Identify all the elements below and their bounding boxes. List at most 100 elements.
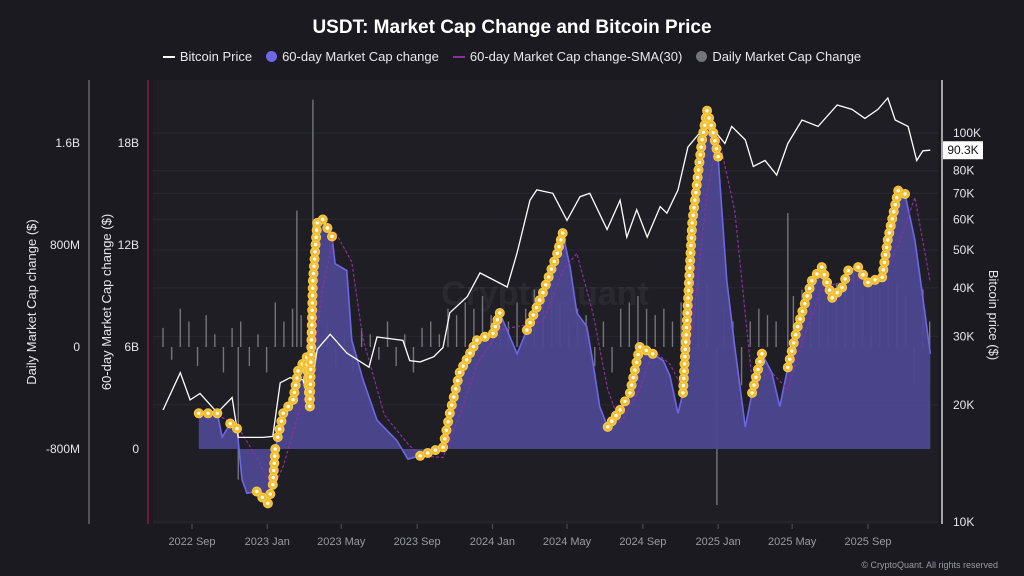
highlight-dot-center (271, 483, 275, 487)
x-axis-tick: 2023 May (317, 536, 366, 548)
highlight-dot-center (803, 301, 807, 306)
highlight-dot-center (215, 411, 219, 415)
highlight-dot-center (273, 454, 277, 458)
highlight-dot-center (684, 325, 689, 330)
highlight-dot-center (276, 435, 280, 439)
highlight-dot-center (633, 368, 637, 372)
highlight-dot-center (457, 370, 462, 375)
daily-change-bar (248, 347, 251, 367)
daily-change-bar (473, 308, 475, 347)
highlight-dot-center (700, 137, 704, 142)
highlight-dot-center (714, 146, 719, 151)
highlight-dot-center (903, 192, 907, 196)
btc-axis-tick: 50K (953, 243, 974, 257)
highlight-dot-center (861, 273, 865, 277)
highlight-dot-center (272, 461, 276, 465)
highlight-dot-center (418, 454, 422, 458)
chart-title: USDT: Market Cap Change and Bitcoin Pric… (312, 17, 712, 38)
highlight-dot-center (820, 265, 824, 269)
daily-change-bar (758, 308, 760, 347)
legend-item-60d-change[interactable]: 60-day Market Cap change (266, 49, 439, 64)
highlight-dot-center (651, 352, 655, 356)
highlight-dot-center (711, 131, 715, 135)
highlight-dot-center (830, 296, 834, 300)
daily-change-bar (369, 334, 371, 347)
highlight-dot-center (705, 109, 709, 113)
axes: 1.6B 800M 0 -800M 18B 12B 6B 0 100K 80K 70K 60K 50K 4… (46, 126, 983, 548)
highlight-dot-center (281, 411, 285, 415)
highlight-dot-center (325, 226, 330, 230)
legend-item-sma[interactable]: 60-day Market Cap change-SMA(30) (452, 49, 682, 64)
highlight-dot-center (295, 376, 299, 380)
highlight-dot-center (310, 293, 315, 298)
x-axis-tick: 2024 Jan (470, 536, 515, 548)
daily-change-bar (274, 302, 276, 347)
highlight-dot-center (873, 278, 877, 282)
highlight-dot-center (525, 328, 529, 332)
highlight-dot-center (468, 351, 472, 355)
x-axis-tick: 2023 Sep (394, 536, 441, 548)
highlight-dot-center (309, 360, 313, 364)
highlight-dot-center (638, 345, 642, 349)
highlight-dot-center (682, 376, 686, 381)
highlight-dot-center (452, 395, 456, 399)
highlight-dot-center (629, 383, 634, 387)
legend-item-bitcoin-price[interactable]: Bitcoin Price (162, 49, 253, 64)
mc60-axis-tick: 18B (118, 136, 139, 150)
highlight-dot-center (713, 139, 717, 143)
highlight-dot-center (260, 495, 265, 500)
highlight-dot-center (701, 130, 706, 135)
legend-label: Bitcoin Price (179, 49, 253, 64)
highlight-dot-center (686, 296, 690, 300)
last-price-label: 90.3K (947, 143, 978, 157)
daily-change-bar (740, 347, 743, 386)
daily-axis-tick: 1.6B (55, 136, 80, 150)
highlight-dot-center (856, 265, 860, 269)
x-axis-tick: 2025 May (768, 536, 817, 548)
highlight-dot-center (534, 305, 539, 310)
highlight-dot-center (880, 275, 884, 279)
daily-change-bar (240, 321, 242, 347)
highlight-dot-center (798, 317, 802, 321)
highlight-dot-center (471, 344, 476, 349)
highlight-dot-center (311, 271, 316, 276)
highlight-dot-center (426, 451, 430, 455)
daily-change-bar (602, 321, 605, 347)
highlight-dot-center (889, 224, 893, 228)
daily-change-bar (300, 315, 302, 347)
daily-axis-tick: 800M (50, 238, 80, 252)
highlight-dot-center (560, 231, 565, 235)
daily-change-bar (378, 347, 380, 360)
daily-change-bar (231, 327, 233, 347)
highlight-dot-center (788, 357, 792, 361)
highlight-dot-center (308, 375, 313, 379)
highlight-dot-center (309, 345, 313, 349)
daily-change-bar (766, 315, 769, 347)
highlight-dot-center (309, 353, 313, 357)
highlight-dot-center (786, 365, 790, 370)
highlight-dot-center (559, 238, 563, 242)
highlight-dot-center (311, 286, 315, 290)
highlight-dot-center (895, 195, 899, 200)
highlight-dot-center (491, 331, 495, 336)
btc-axis-tick: 60K (953, 212, 974, 226)
highlight-dot-center (687, 273, 692, 278)
daily-change-bar (645, 308, 648, 347)
btc-axis-tick: 30K (953, 329, 974, 343)
highlight-dot-center (291, 398, 295, 402)
highlight-dot-center (750, 391, 754, 395)
highlight-dot-center (321, 217, 325, 222)
legend-item-daily-change[interactable]: Daily Market Cap Change (696, 49, 861, 64)
mc60-axis-title: 60-day Market Cap change ($) (99, 214, 114, 390)
highlight-dot-center (552, 259, 557, 264)
highlight-dot-center (313, 250, 317, 254)
highlight-dot-center (546, 275, 551, 279)
highlight-dot-center (308, 404, 312, 409)
highlight-dot-center (790, 349, 794, 353)
daily-change-bar (214, 334, 216, 347)
highlight-dot-center (555, 251, 559, 256)
copyright: © CryptoQuant. All rights reserved (861, 560, 998, 570)
highlight-dot-center (464, 357, 469, 362)
dot-swatch-icon (266, 51, 278, 62)
btc-axis-tick: 20K (953, 398, 974, 412)
